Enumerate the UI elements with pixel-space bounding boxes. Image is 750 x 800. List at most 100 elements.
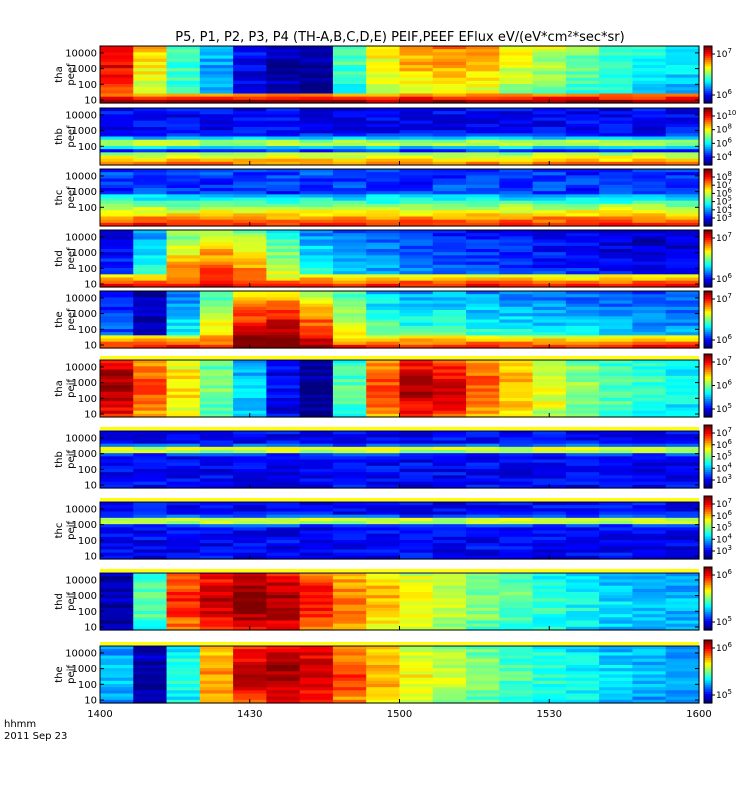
heatmap-cell — [532, 155, 567, 160]
heatmap-cell — [366, 375, 401, 380]
heatmap-cell — [399, 372, 434, 377]
heatmap-cell — [632, 472, 667, 476]
heatmap-cell — [599, 117, 634, 122]
heatmap-cell — [366, 203, 401, 208]
heatmap-cell — [665, 684, 700, 688]
heatmap-cell — [499, 158, 534, 163]
colorbar-step — [704, 541, 712, 544]
heatmap-cell — [599, 401, 634, 405]
heatmap-cell — [266, 332, 301, 336]
colorbar-step — [704, 84, 712, 88]
heatmap-cell — [133, 453, 168, 457]
heatmap-cell — [565, 161, 600, 166]
heatmap-cell — [599, 142, 634, 147]
colorbar-step — [704, 399, 712, 402]
heatmap-cell — [100, 446, 134, 451]
heatmap-cell — [499, 332, 534, 336]
heatmap-cell — [499, 369, 534, 374]
heatmap-cell — [532, 472, 567, 476]
heatmap-cell — [299, 77, 334, 82]
heatmap-cell — [166, 475, 201, 480]
x-tick-label: 1600 — [686, 709, 711, 720]
heatmap-cell — [499, 611, 534, 615]
panel-ylabel: thc — [54, 523, 65, 539]
heatmap-cell — [499, 588, 534, 593]
heatmap-cell — [665, 161, 700, 166]
heatmap-cell — [266, 197, 301, 202]
heatmap-cell — [466, 120, 500, 125]
heatmap-cell — [233, 646, 267, 650]
heatmap-cell — [233, 46, 267, 50]
heatmap-cell — [432, 456, 467, 461]
heatmap-cell — [665, 465, 700, 470]
heatmap-cell — [233, 80, 267, 85]
heatmap-cell — [466, 152, 500, 157]
heatmap-cell — [100, 552, 134, 557]
heatmap-cell — [432, 661, 467, 666]
heatmap-cell — [166, 55, 201, 60]
heatmap-cell — [299, 99, 334, 104]
heatmap-cell — [133, 592, 168, 596]
heatmap-cell — [399, 46, 434, 50]
heatmap-cell — [466, 450, 500, 454]
heatmap-cell — [632, 508, 667, 513]
heatmap-cell — [399, 611, 434, 615]
heatmap-cell — [532, 530, 567, 535]
colorbar-step — [704, 367, 712, 371]
heatmap-cell — [366, 699, 401, 704]
heatmap-cell — [665, 475, 700, 480]
heatmap-cell — [466, 52, 500, 57]
heatmap-cell — [233, 530, 267, 535]
colorbar-step — [704, 527, 712, 531]
heatmap-cell — [499, 55, 534, 60]
heatmap-cell — [632, 407, 667, 412]
heatmap-cell — [199, 684, 234, 688]
heatmap-cell — [399, 684, 434, 688]
heatmap-cell — [532, 607, 567, 612]
heatmap-cell — [166, 111, 201, 115]
heatmap-cell — [332, 222, 367, 227]
heatmap-cell — [332, 601, 367, 606]
heatmap-cell — [466, 344, 500, 349]
heatmap-cell — [432, 481, 467, 486]
heatmap-cell — [166, 592, 201, 596]
heatmap-cell — [632, 555, 667, 560]
heatmap-cell — [100, 90, 134, 95]
heatmap-cell — [233, 258, 267, 263]
heatmap-cell — [299, 674, 334, 679]
heatmap-cell — [565, 127, 600, 131]
heatmap-cell — [366, 614, 401, 618]
heatmap-cell — [565, 617, 600, 622]
heatmap-cell — [266, 313, 301, 317]
heatmap-cell — [466, 277, 500, 282]
heatmap-cell — [366, 649, 401, 653]
heatmap-cell — [632, 322, 667, 327]
heatmap-cell — [100, 249, 134, 253]
heatmap-cell — [665, 536, 700, 541]
heatmap-cell — [466, 517, 500, 522]
heatmap-cell — [100, 210, 134, 214]
heatmap-cell — [632, 579, 667, 584]
heatmap-cell — [100, 74, 134, 79]
heatmap-cell — [100, 71, 134, 76]
heatmap-cell — [532, 592, 567, 596]
heatmap-cell — [166, 271, 201, 275]
heatmap-cell — [632, 242, 667, 247]
heatmap-cell — [499, 453, 534, 457]
heatmap-cell — [532, 175, 567, 180]
heatmap-cell — [399, 325, 434, 330]
heatmap-cell — [565, 363, 600, 367]
heatmap-cell — [466, 398, 500, 402]
heatmap-cell — [100, 335, 134, 340]
heatmap-cell — [466, 87, 500, 91]
heatmap-cell — [233, 573, 267, 577]
heatmap-cell — [466, 200, 500, 205]
heatmap-cell — [266, 181, 301, 186]
heatmap-cell — [166, 344, 201, 349]
heatmap-cell — [166, 80, 201, 85]
heatmap-cell — [100, 573, 134, 577]
heatmap-cell — [233, 294, 267, 298]
heatmap-cell — [532, 360, 567, 364]
heatmap-cell — [565, 585, 600, 590]
